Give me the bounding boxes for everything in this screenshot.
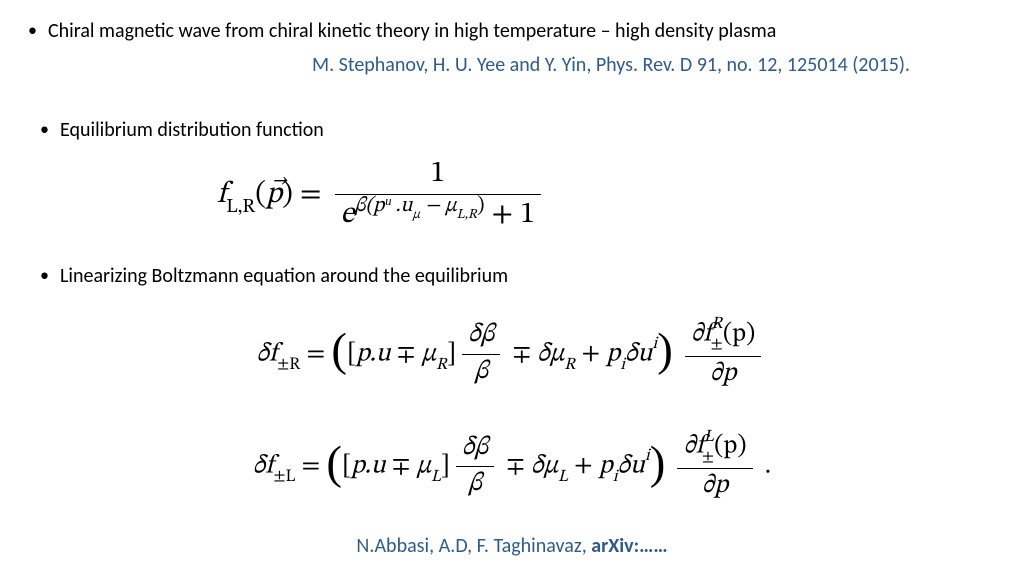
eq1-den: eβ(pᵘ .uμ − μL,R) + 1: [335, 195, 542, 233]
bullet-1: Chiral magnetic wave from chiral kinetic…: [22, 18, 1002, 45]
eq1-f-sub: L,R: [226, 197, 255, 217]
slide: Chiral magnetic wave from chiral kinetic…: [0, 0, 1024, 576]
eq1-frac: 1 eβ(pᵘ .uμ − μL,R) + 1: [335, 156, 542, 233]
equation-2: δf±R = ([p.u ∓ μR]δββ ∓ δμR + piδui) ∂fR…: [22, 298, 1002, 523]
citation-bottom: N.Abbasi, A.D, F. Taghinavaz, arXiv:……: [0, 534, 1024, 558]
bullet-2: Equilibrium distribution function: [34, 117, 1002, 144]
bullet-2-text: Equilibrium distribution function: [60, 118, 324, 142]
citation-bottom-authors: N.Abbasi, A.D, F. Taghinavaz,: [356, 534, 591, 558]
eq2-row-R: δf±R = ([p.u ∓ μR]δββ ∓ δμR + piδui) ∂fR…: [22, 298, 1002, 410]
eq1-den-tail: + 1: [484, 200, 535, 230]
eq1-argopen: (: [255, 180, 266, 210]
bullet-1-text: Chiral magnetic wave from chiral kinetic…: [48, 19, 776, 43]
citation-bottom-ref: arXiv:……: [591, 534, 667, 558]
eq1-den-e: e: [341, 200, 355, 230]
eq2-row-L: δf±L = ([p.u ∓ μL]δββ ∓ δμL + piδui) ∂fL…: [22, 410, 1002, 522]
bullet-3: Linearizing Boltzmann equation around th…: [34, 263, 1002, 290]
eq1-f: f: [217, 180, 226, 210]
eq1-num: 1: [335, 156, 542, 195]
eq1-argclose: ) =: [282, 180, 328, 210]
eq1-den-exp: β(pᵘ .uμ − μL,R): [354, 193, 484, 223]
eq1-arg: p⃗: [266, 180, 282, 210]
equation-1: fL,R(p⃗) = 1 eβ(pᵘ .uμ − μL,R) + 1: [0, 156, 1002, 233]
bullet-3-text: Linearizing Boltzmann equation around th…: [60, 264, 508, 288]
citation-top: M. Stephanov, H. U. Yee and Y. Yin, Phys…: [312, 53, 1002, 77]
